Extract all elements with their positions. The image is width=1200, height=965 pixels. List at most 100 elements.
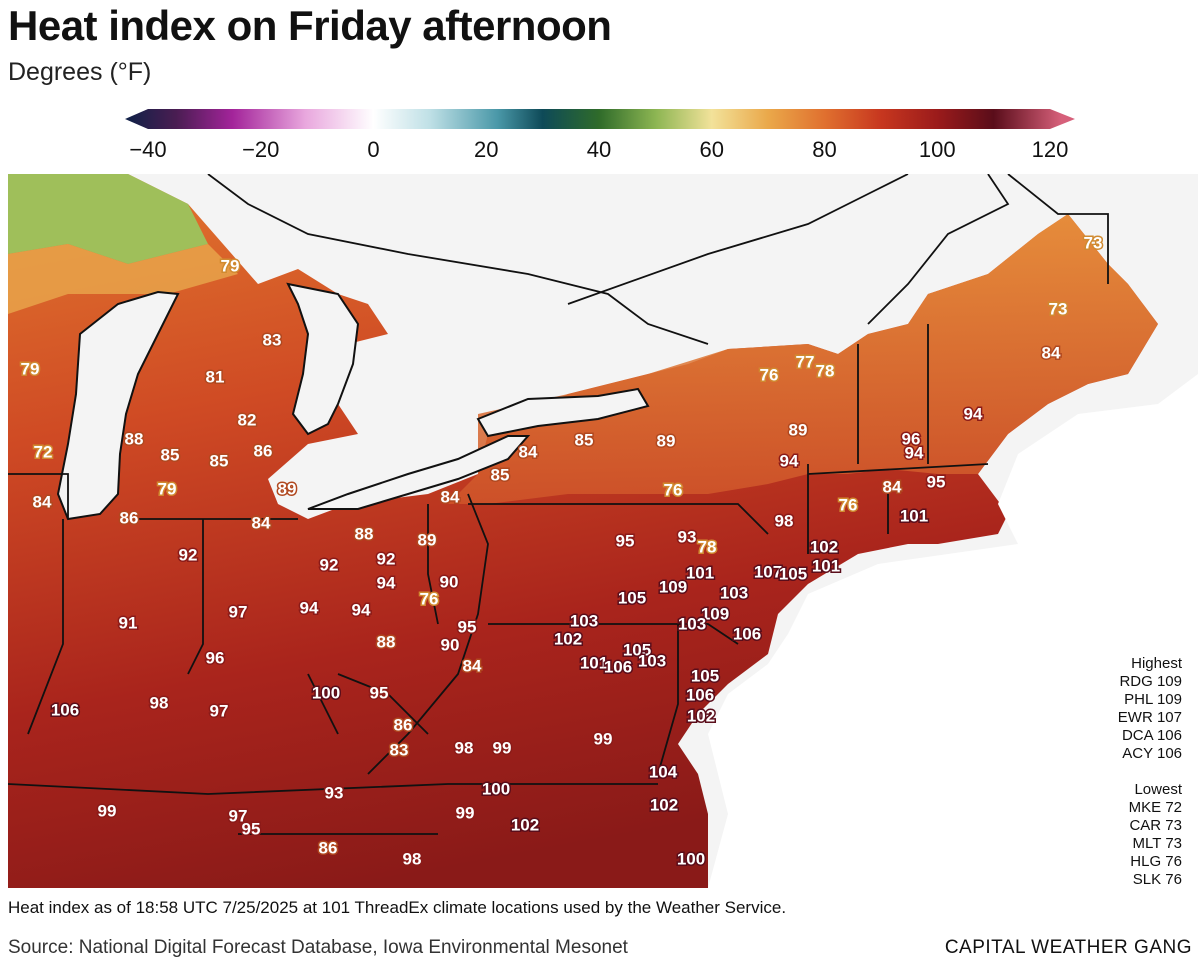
station-value: 109 [701,604,729,623]
station-value: 89 [418,530,437,549]
colorbar-tick-label: 80 [812,137,837,162]
colorbar [0,104,1200,164]
station-value: 84 [33,492,52,511]
station-value: 101 [812,556,840,575]
lowest-title: Lowest [1134,781,1182,798]
station-value: 107 [754,562,782,581]
station-value: 83 [263,330,282,349]
station-value: 84 [463,656,482,675]
lowest-item: MKE 72 [1128,799,1182,816]
station-value: 109 [659,577,687,596]
station-value: 77 [796,352,815,371]
station-value: 103 [720,583,748,602]
colorbar-tick-label: 40 [586,137,612,162]
station-value: 86 [394,715,413,734]
station-value: 102 [554,629,582,648]
station-value: 101 [580,653,608,672]
station-value: 90 [440,572,459,591]
station-value: 92 [377,549,396,568]
station-value: 95 [458,617,477,636]
station-value: 84 [883,477,902,496]
station-value: 88 [355,524,374,543]
station-value: 79 [21,359,40,378]
station-value: 76 [420,589,439,608]
colorbar-tick-label: 0 [367,137,380,162]
highest-title: Highest [1131,655,1182,672]
station-value: 105 [623,640,651,659]
station-value: 81 [206,367,225,386]
lowest-item: HLG 76 [1130,853,1182,870]
station-value: 98 [775,511,794,530]
lake-michigan [56,290,180,521]
lowest-item: SLK 76 [1132,871,1182,888]
station-value: 94 [964,404,983,423]
station-value: 100 [482,779,510,798]
station-value: 100 [677,849,705,868]
station-value: 95 [616,531,635,550]
station-value: 102 [687,706,715,725]
station-value: 98 [455,738,474,757]
station-value: 103 [678,614,706,633]
station-value: 100 [312,683,340,702]
colorbar-tick-label: 120 [1031,137,1069,162]
page-title: Heat index on Friday afternoon [8,2,612,49]
station-value: 101 [900,506,928,525]
station-value: 89 [657,431,676,450]
station-value: 89 [278,479,297,498]
highest-item: PHL 109 [1124,691,1182,708]
station-value: 94 [300,598,319,617]
lowest-item: MLT 73 [1132,835,1182,852]
highest-item: EWR 107 [1117,709,1182,726]
station-value: 88 [377,632,396,651]
station-value: 96 [206,648,225,667]
station-value: 98 [150,693,169,712]
station-value: 84 [441,487,460,506]
station-value: 72 [34,442,53,461]
colorbar-tick-label: 60 [699,137,724,162]
station-value: 92 [320,555,339,574]
station-value: 106 [686,685,714,704]
station-value: 96 [902,429,921,448]
station-value: 84 [252,513,271,532]
station-value: 85 [491,465,510,484]
station-value: 94 [780,451,799,470]
colorbar-tick-label: 100 [918,137,956,162]
station-value: 89 [789,420,808,439]
station-value: 99 [98,801,117,820]
brand-credit: CAPITAL WEATHER GANG [944,937,1192,958]
station-value: 79 [221,256,240,275]
station-value: 102 [810,537,838,556]
station-value: 84 [1042,343,1061,362]
lake-erie [307,435,531,510]
station-value: 95 [242,819,261,838]
station-value: 73 [1049,299,1068,318]
station-value: 103 [638,651,666,670]
station-value: 106 [733,624,761,643]
station-value: 98 [403,849,422,868]
lake-ontario [476,387,650,438]
highest-item: ACY 106 [1122,745,1182,762]
station-value: 106 [51,700,79,719]
lake-huron [286,282,360,436]
station-value: 88 [125,429,144,448]
station-value: 76 [664,480,683,499]
station-value: 85 [210,451,229,470]
station-labels: 79 83 79 81 82 72 88 85 85 86 79 89 84 86 84 88 89 92 92 92… [19,232,1104,870]
border-lines [8,174,1109,835]
station-value: 99 [493,738,512,757]
station-value: 101 [686,563,714,582]
station-value: 83 [390,740,409,759]
station-value: 78 [698,537,717,556]
station-value: 82 [238,410,257,429]
station-value: 79 [158,479,177,498]
station-value: 97 [229,806,248,825]
station-value: 84 [519,442,538,461]
station-value: 90 [441,635,460,654]
station-value: 85 [575,430,594,449]
station-value: 76 [839,495,858,514]
station-value: 99 [456,803,475,822]
station-value: 86 [319,838,338,857]
station-value: 95 [370,683,389,702]
station-value: 104 [649,762,678,781]
station-value: 102 [511,815,539,834]
